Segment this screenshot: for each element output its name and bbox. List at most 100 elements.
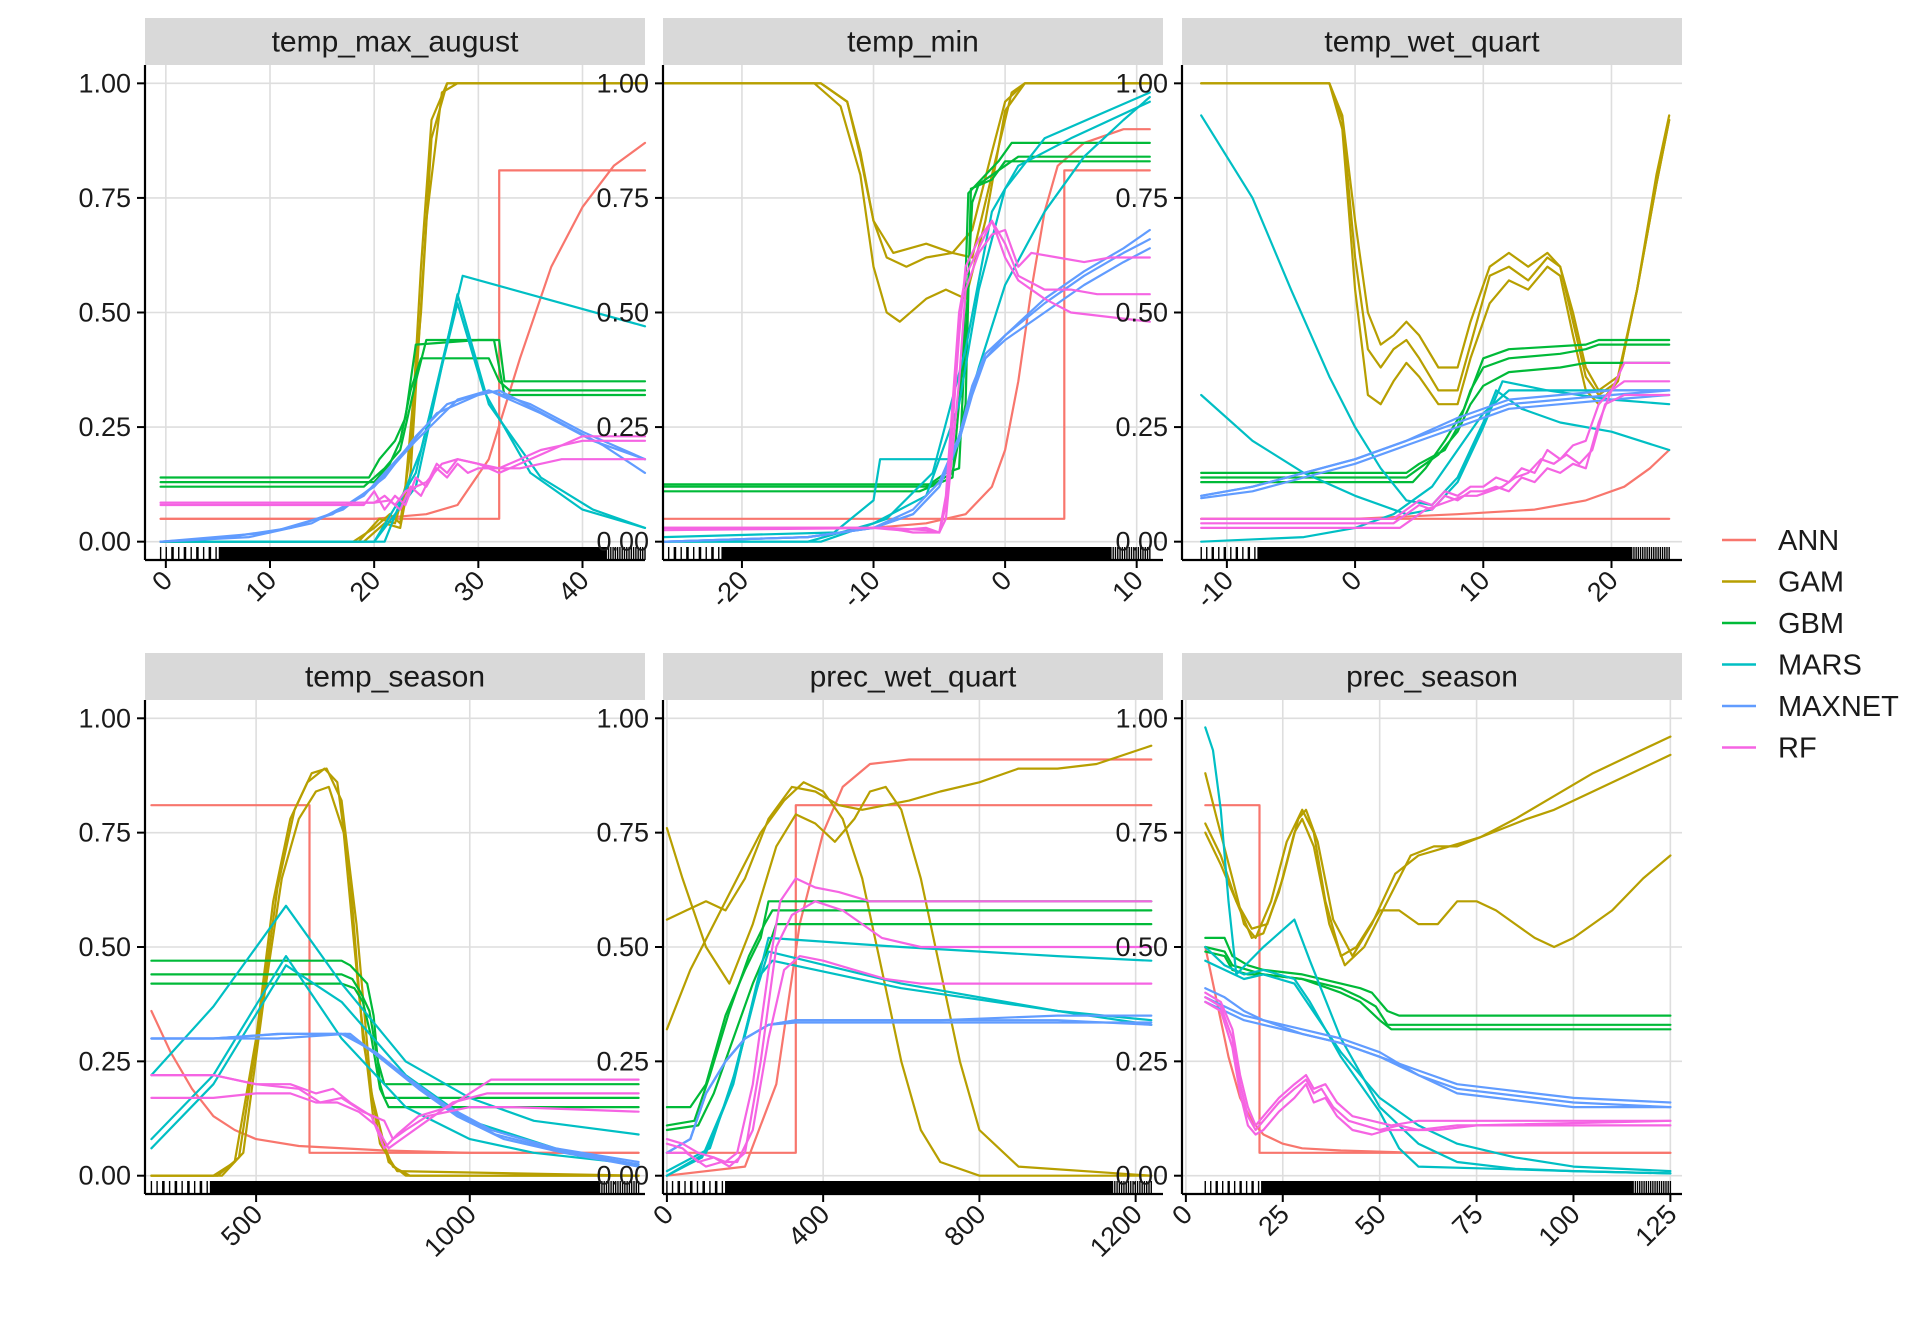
series-line-gbm	[150, 973, 640, 1086]
series-line-rf	[1204, 991, 1672, 1127]
facet-strip	[663, 653, 1163, 700]
rug	[1204, 1181, 1672, 1194]
y-tick-label: 1.00	[596, 68, 649, 98]
series-line-mars	[661, 100, 1151, 543]
y-tick-label: 0.00	[78, 1161, 131, 1191]
series-line-gam	[1200, 82, 1671, 392]
y-tick-label: 0.25	[1115, 1046, 1168, 1076]
y-tick-label: 0.50	[596, 932, 649, 962]
series-group	[159, 82, 647, 543]
legend-label: ANN	[1778, 525, 1839, 557]
series-line-rf	[665, 900, 1153, 1168]
y-tick-label: 0.75	[596, 818, 649, 848]
y-tick-label: 0.25	[78, 412, 131, 442]
legend-item-ann: ANN	[1722, 525, 1839, 557]
series-line-gbm	[665, 909, 1153, 1127]
y-tick-label: 0.00	[78, 527, 131, 557]
series-line-mars	[159, 302, 647, 543]
series-line-gbm	[159, 338, 647, 488]
rug-band	[721, 547, 1111, 560]
series-line-ann	[665, 804, 1153, 1154]
legend-item-maxnet: MAXNET	[1722, 691, 1899, 723]
series-line-rf	[661, 228, 1151, 534]
y-tick-label: 1.00	[596, 703, 649, 733]
rug-band	[218, 547, 607, 560]
y-tick-label: 0.00	[1115, 527, 1168, 557]
series-line-rf	[665, 877, 1153, 1164]
y-tick-label: 0.75	[78, 818, 131, 848]
series-line-gbm	[159, 357, 647, 484]
series-line-gam	[661, 82, 1151, 259]
y-tick-label: 0.50	[1115, 298, 1168, 328]
series-line-maxnet	[159, 389, 647, 543]
legend-item-rf: RF	[1722, 733, 1817, 765]
series-line-maxnet	[150, 1032, 640, 1166]
series-line-rf	[1204, 996, 1672, 1132]
y-tick-label: 1.00	[1115, 703, 1168, 733]
y-tick-label: 1.00	[1115, 68, 1168, 98]
series-group	[661, 82, 1151, 543]
series-line-maxnet	[665, 1021, 1153, 1154]
series-line-gam	[1204, 753, 1672, 967]
series-line-ann	[665, 758, 1153, 1177]
series-line-rf	[661, 219, 1151, 534]
series-line-rf	[159, 439, 647, 511]
series-line-rf	[665, 955, 1153, 1168]
series-line-gam	[1204, 735, 1672, 958]
facet-title: temp_min	[847, 26, 979, 59]
y-tick-label: 0.50	[78, 932, 131, 962]
legend-label: RF	[1778, 733, 1817, 765]
series-line-mars	[1200, 389, 1671, 543]
series-line-gbm	[661, 155, 1151, 488]
series-line-gbm	[1204, 936, 1672, 1017]
rug	[1200, 547, 1670, 560]
series-line-mars	[150, 955, 640, 1166]
series-line-rf	[661, 219, 1151, 534]
y-tick-label: 0.00	[596, 1161, 649, 1191]
facet-strip	[663, 18, 1163, 65]
series-line-rf	[1200, 361, 1671, 525]
series-line-gbm	[661, 160, 1151, 486]
y-tick-label: 0.25	[596, 412, 649, 442]
series-line-gbm	[159, 338, 647, 479]
facet-strip	[145, 653, 645, 700]
gridlines	[1182, 700, 1682, 1194]
series-line-rf	[150, 1074, 640, 1141]
facet-title: temp_wet_quart	[1324, 26, 1540, 59]
series-line-mars	[665, 959, 1153, 1173]
y-tick-label: 1.00	[78, 703, 131, 733]
legend-item-gam: GAM	[1722, 567, 1844, 599]
y-tick-label: 1.00	[78, 68, 131, 98]
series-line-gam	[665, 744, 1153, 921]
legend-label: MAXNET	[1778, 691, 1899, 723]
series-line-gbm	[150, 982, 640, 1109]
rug	[666, 1181, 1152, 1194]
series-line-maxnet	[1200, 389, 1671, 497]
series-line-mars	[1204, 726, 1672, 1175]
legend-label: GAM	[1778, 567, 1844, 599]
series-line-gam	[665, 781, 1153, 1177]
series-line-maxnet	[1204, 1000, 1672, 1109]
series-line-gam	[1204, 772, 1672, 958]
y-tick-label: 0.25	[1115, 412, 1168, 442]
legend-item-mars: MARS	[1722, 650, 1862, 682]
rug-band	[725, 1181, 1113, 1194]
series-line-mars	[1204, 945, 1672, 1175]
legend-label: GBM	[1778, 608, 1844, 640]
facet-strip	[1182, 653, 1682, 700]
series-line-mars	[665, 936, 1153, 1177]
series-line-gam	[159, 82, 647, 543]
series-line-gbm	[1200, 361, 1671, 479]
series-line-gam	[150, 785, 640, 1177]
rug-band	[1261, 1181, 1634, 1194]
rug	[159, 547, 646, 560]
series-line-rf	[150, 1092, 640, 1150]
series-line-gbm	[1204, 945, 1672, 1026]
legend-item-gbm: GBM	[1722, 608, 1844, 640]
series-line-gbm	[1200, 343, 1671, 474]
y-tick-label: 0.50	[596, 298, 649, 328]
